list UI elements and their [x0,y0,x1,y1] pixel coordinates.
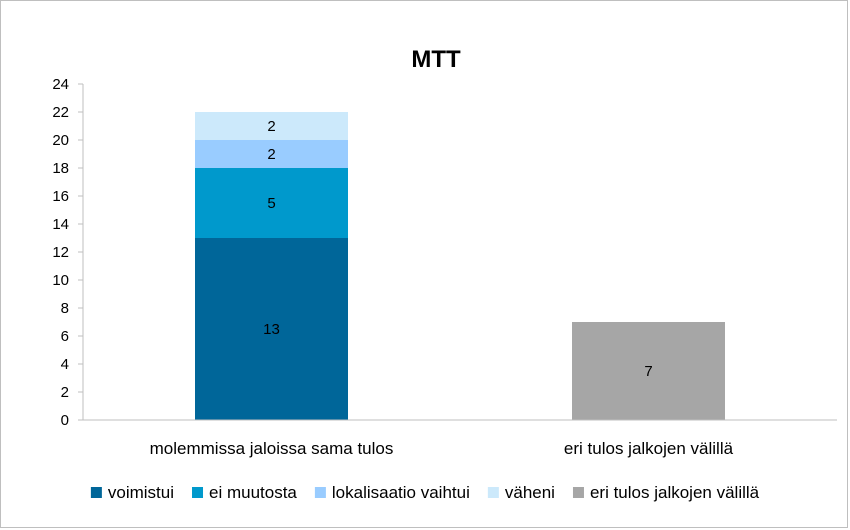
data-label: 2 [267,146,275,163]
data-label: 2 [267,118,275,135]
legend-label: ei muutosta [209,483,297,502]
legend-label: voimistui [108,483,174,502]
y-tick-label: 0 [61,412,69,429]
data-label: 5 [267,195,275,212]
bar-segment [195,140,348,168]
bar-segment [195,238,348,420]
x-axis: molemmissa jaloissa sama tulos eri tulos … [83,419,837,458]
bars: 13 5 2 2 7 [195,112,725,420]
y-tick-label: 14 [52,216,69,233]
y-tick-label: 10 [52,272,69,289]
y-tick-label: 12 [52,244,69,261]
bar-segment [195,168,348,238]
legend-swatch [90,487,102,498]
x-category-label: eri tulos jalkojen välillä [564,439,734,458]
legend-label: eri tulos jalkojen välillä [590,483,760,502]
y-tick-label: 18 [52,160,69,177]
y-tick-label: 6 [61,328,69,345]
bar-segment [195,112,348,140]
y-tick-label: 22 [52,104,69,121]
y-tick-label: 24 [52,76,69,93]
data-label: 13 [263,321,280,338]
data-label: 7 [644,363,652,380]
y-tick-label: 2 [61,384,69,401]
legend-label: väheni [505,483,555,502]
chart-title: MTT [411,46,461,73]
y-tick-label: 20 [52,132,69,149]
bar-segment [572,322,725,420]
x-category-label: molemmissa jaloissa sama tulos [150,439,394,458]
legend: voimistui ei muutosta lokalisaatio vaihtui… [90,483,760,502]
y-tick-label: 16 [52,188,69,205]
legend-label: lokalisaatio vaihtui [332,483,470,502]
y-tick-label: 8 [61,300,69,317]
legend-swatch [572,487,584,498]
legend-swatch [192,487,204,498]
y-tick-label: 4 [61,356,69,373]
legend-swatch [487,487,499,498]
legend-swatch [314,487,326,498]
